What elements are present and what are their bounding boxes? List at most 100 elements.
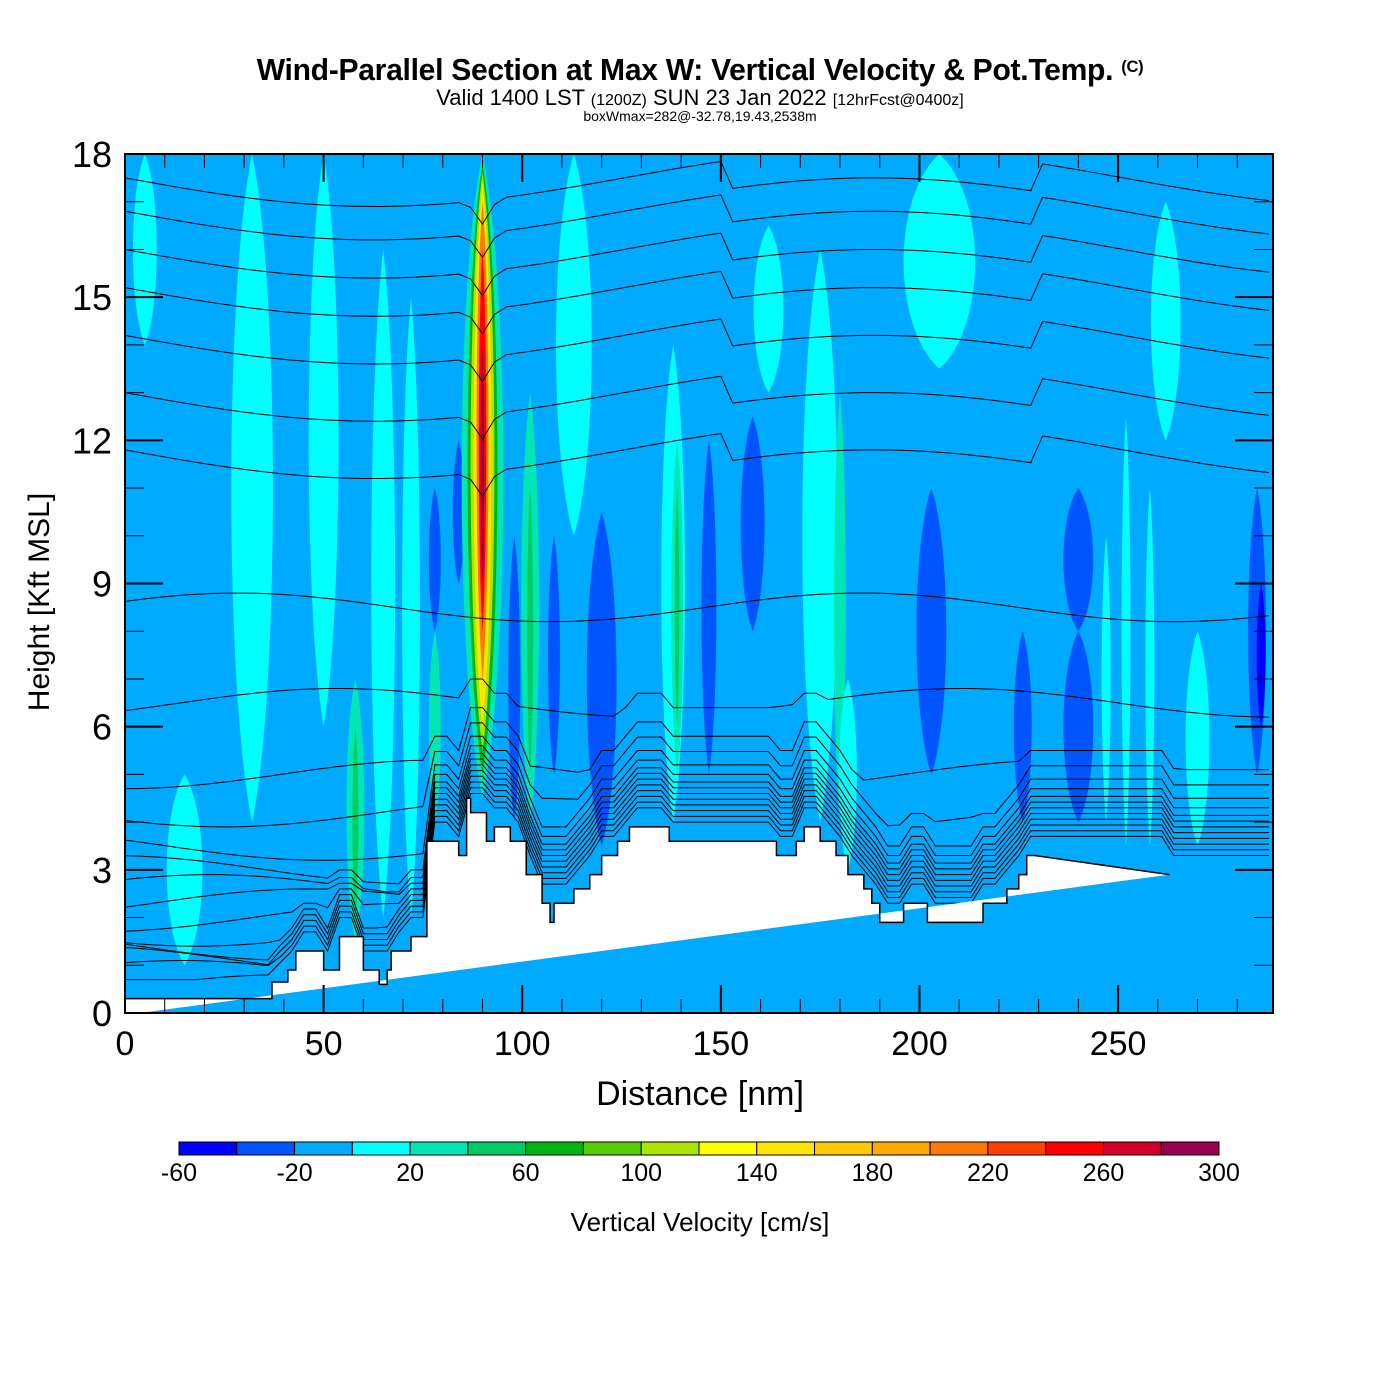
theta-contour	[125, 318, 1270, 383]
velocity-cell	[231, 154, 273, 823]
colorbar-swatch	[756, 1141, 816, 1156]
axes: 0 50 100 150 200 250 0 3 6 9 12 15 18	[72, 134, 1274, 1063]
velocity-cell	[527, 488, 534, 775]
theta-contour	[125, 707, 1270, 790]
colorbar-swatch	[640, 1141, 700, 1156]
velocity-cell	[308, 154, 339, 727]
colorbar-swatch	[814, 1141, 873, 1156]
velocity-cell	[1013, 631, 1032, 823]
theta-contour	[125, 792, 1270, 981]
x-tick-label: 150	[692, 1025, 749, 1063]
velocity-cell	[753, 225, 784, 393]
theta-contour	[125, 432, 1270, 497]
colorbar-swatch	[1045, 1141, 1104, 1156]
y-axis-label: Height [Kft MSL]	[23, 492, 56, 712]
colorbar-tick-label: 20	[396, 1159, 424, 1187]
colorbar-swatch	[987, 1141, 1047, 1156]
velocity-cell	[166, 774, 203, 966]
theta-contour	[125, 758, 1270, 908]
velocity-cell	[555, 154, 592, 536]
velocity-cell	[916, 488, 947, 775]
velocity-cell	[428, 488, 441, 632]
colorbar-tick-label: 60	[512, 1159, 540, 1187]
colorbar: -60 -20 20 60 100 140 180 220 260 300	[161, 1141, 1240, 1187]
colorbar-tick-label: 180	[851, 1159, 893, 1187]
theta-contour	[125, 787, 1270, 967]
colorbar-tick-label: -20	[276, 1159, 312, 1187]
colorbar-swatch	[525, 1141, 584, 1156]
x-tick-label: 50	[305, 1025, 343, 1063]
colorbar-tick-label: 300	[1198, 1159, 1240, 1187]
colorbar-tick-label: -60	[161, 1159, 197, 1187]
theta-contour	[125, 764, 1270, 932]
colorbar-swatch	[178, 1141, 238, 1156]
theta-contour	[125, 770, 1270, 947]
colorbar-tick-label: 260	[1083, 1159, 1125, 1187]
velocity-cell	[1121, 416, 1131, 846]
velocity-cell	[1145, 488, 1155, 846]
velocity-cell	[1063, 631, 1094, 823]
theta-contour	[125, 194, 1270, 259]
x-tick-label: 200	[891, 1025, 948, 1063]
theta-contour	[125, 232, 1270, 297]
y-tick-label: 3	[92, 850, 112, 891]
colorbar-swatch	[1102, 1141, 1162, 1156]
theta-contour	[125, 270, 1270, 335]
y-tick-label: 6	[92, 707, 112, 748]
velocity-cell	[802, 249, 839, 823]
terrain-outline	[125, 797, 1170, 1000]
velocity-cell	[1256, 583, 1266, 727]
velocity-cell	[480, 344, 485, 584]
velocity-cell	[740, 416, 765, 632]
colorbar-swatch	[236, 1141, 296, 1156]
y-tick-label: 0	[92, 993, 112, 1034]
colorbar-swatch	[351, 1141, 411, 1156]
colorbar-swatch	[929, 1141, 989, 1156]
velocity-cell	[1063, 488, 1094, 632]
colorbar-swatch	[409, 1141, 469, 1156]
x-tick-label: 0	[116, 1025, 135, 1063]
colorbar-tick-label: 220	[967, 1159, 1009, 1187]
x-tick-label: 250	[1090, 1025, 1147, 1063]
theta-contour	[125, 775, 1270, 961]
colorbar-tick-label: 100	[620, 1159, 662, 1187]
colorbar-swatch	[582, 1141, 642, 1156]
theta-contours	[125, 160, 1270, 981]
terrain-fill	[125, 798, 1170, 1013]
terrain	[125, 797, 1170, 1013]
colorbar-tick-label: 140	[736, 1159, 778, 1187]
velocity-cell	[903, 154, 976, 369]
chart-title: Wind-Parallel Section at Max W: Vertical…	[256, 52, 1144, 87]
theta-contour	[125, 781, 1270, 966]
velocity-cell	[371, 249, 396, 918]
velocity-cell	[402, 297, 420, 918]
theta-contour	[125, 678, 1270, 718]
colorbar-swatch	[467, 1141, 527, 1156]
y-tick-label: 15	[72, 277, 112, 318]
y-tick-label: 12	[72, 420, 112, 461]
theta-contour	[125, 160, 1270, 225]
theta-contour	[125, 722, 1270, 828]
colorbar-swatch	[1160, 1141, 1220, 1156]
velocity-cell	[352, 726, 359, 918]
theta-contour	[125, 745, 1270, 885]
theta-contour	[125, 375, 1270, 440]
velocity-cell	[1185, 631, 1210, 846]
box-max-info: boxWmax=282@-32.78,19.43,2538m	[583, 108, 817, 124]
colorbar-swatch	[698, 1141, 758, 1156]
colorbar-label: Vertical Velocity [cm/s]	[570, 1207, 830, 1237]
colorbar-swatch	[294, 1141, 353, 1156]
y-tick-label: 18	[72, 134, 112, 175]
colorbar-swatch	[871, 1141, 931, 1156]
velocity-cell	[674, 488, 680, 727]
copyright-mark: (C)	[1121, 57, 1144, 76]
x-axis-label: Distance [nm]	[596, 1075, 804, 1113]
theta-contour	[125, 752, 1270, 893]
y-tick-label: 9	[92, 564, 112, 605]
x-tick-label: 100	[494, 1025, 551, 1063]
theta-contour	[125, 592, 1270, 623]
velocity-cell	[548, 535, 560, 775]
velocity-cell	[1150, 201, 1181, 441]
theta-contour	[125, 735, 1270, 861]
